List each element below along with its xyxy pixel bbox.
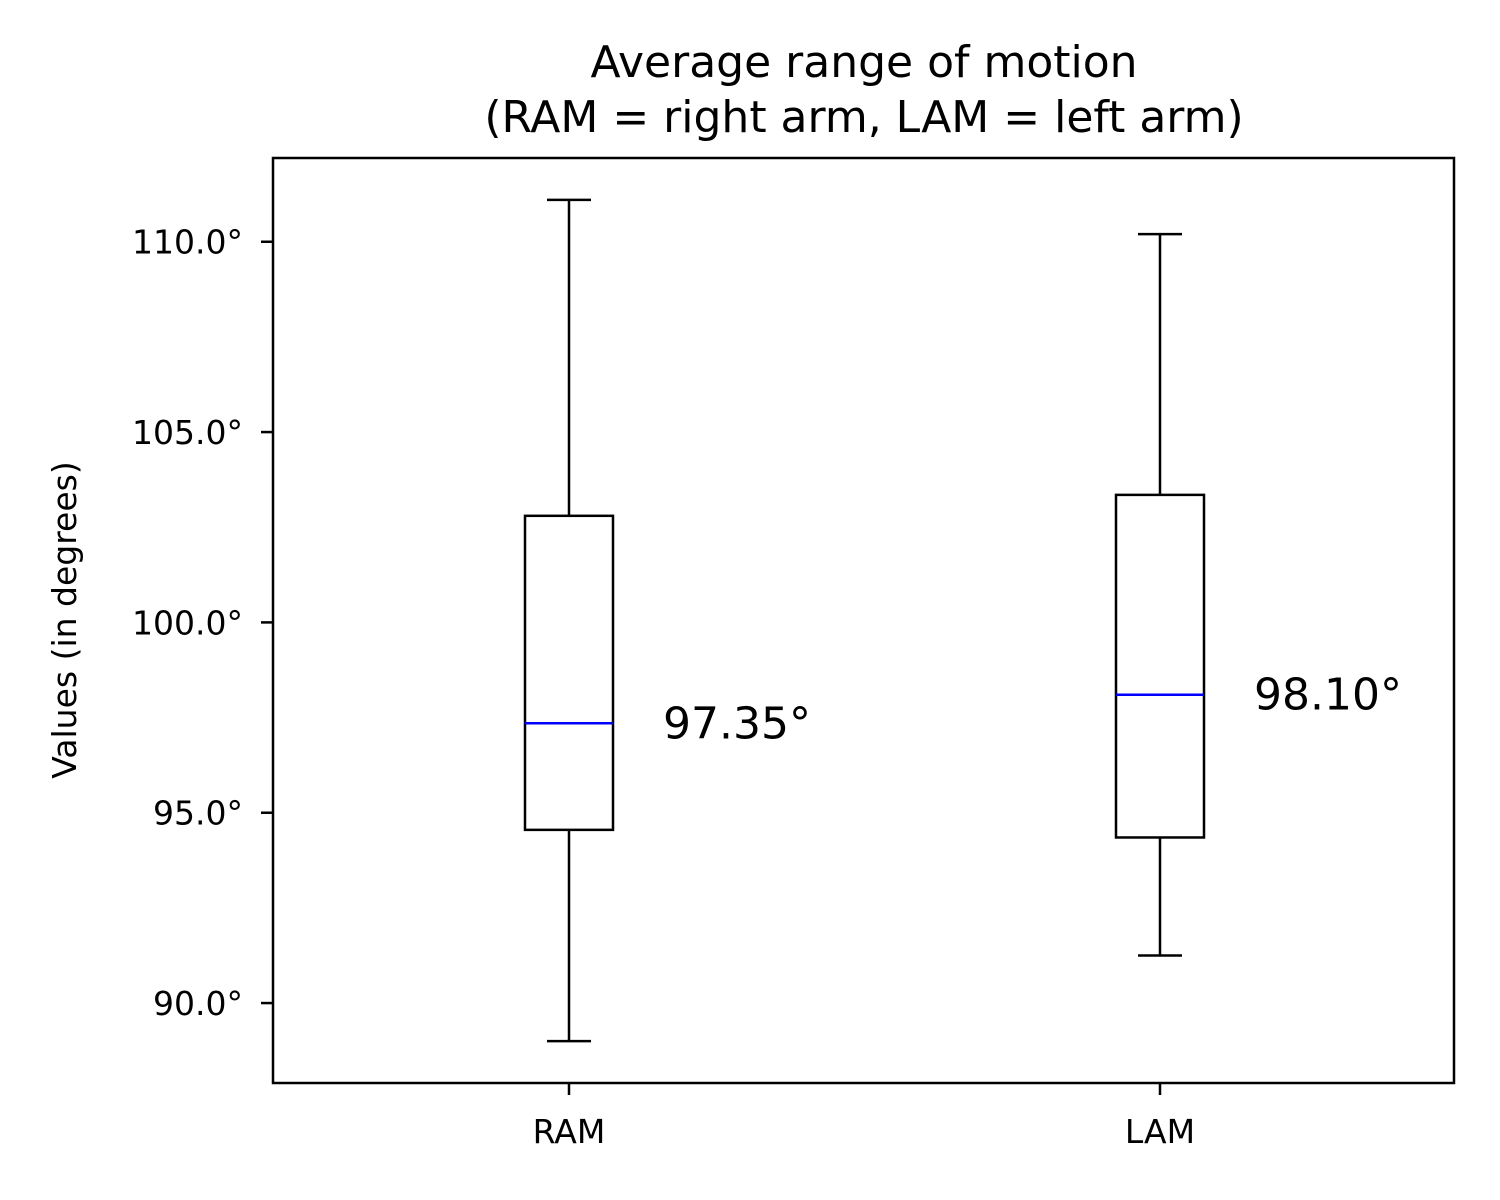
- x-axis: RAM LAM: [533, 1083, 1195, 1151]
- y-tick-label: 95.0°: [153, 794, 243, 833]
- y-tick-label: 110.0°: [132, 223, 243, 262]
- y-tick-label: 90.0°: [153, 984, 243, 1023]
- boxes-group: 97.35° 98.10°: [523, 198, 1402, 1043]
- plot-area-frame: [271, 156, 1456, 1085]
- box-ram: 97.35°: [523, 198, 811, 1043]
- y-tick-label: 100.0°: [132, 603, 243, 642]
- iqr-box-lam: [1114, 493, 1206, 839]
- y-axis-label: Values (in degrees): [45, 461, 84, 778]
- chart-title-line2: (RAM = right arm, LAM = left arm): [484, 92, 1243, 143]
- x-tick-label-ram: RAM: [533, 1112, 606, 1151]
- iqr-box-ram: [523, 514, 615, 832]
- y-axis: 90.0° 95.0° 100.0° 105.0° 110.0°: [132, 223, 273, 1023]
- median-label-ram: 97.35°: [663, 698, 811, 749]
- box-lam: 98.10°: [1114, 232, 1402, 957]
- chart-title-line1: Average range of motion: [590, 37, 1137, 88]
- y-tick-label: 105.0°: [132, 413, 243, 452]
- median-label-lam: 98.10°: [1254, 670, 1402, 721]
- x-tick-label-lam: LAM: [1125, 1112, 1195, 1151]
